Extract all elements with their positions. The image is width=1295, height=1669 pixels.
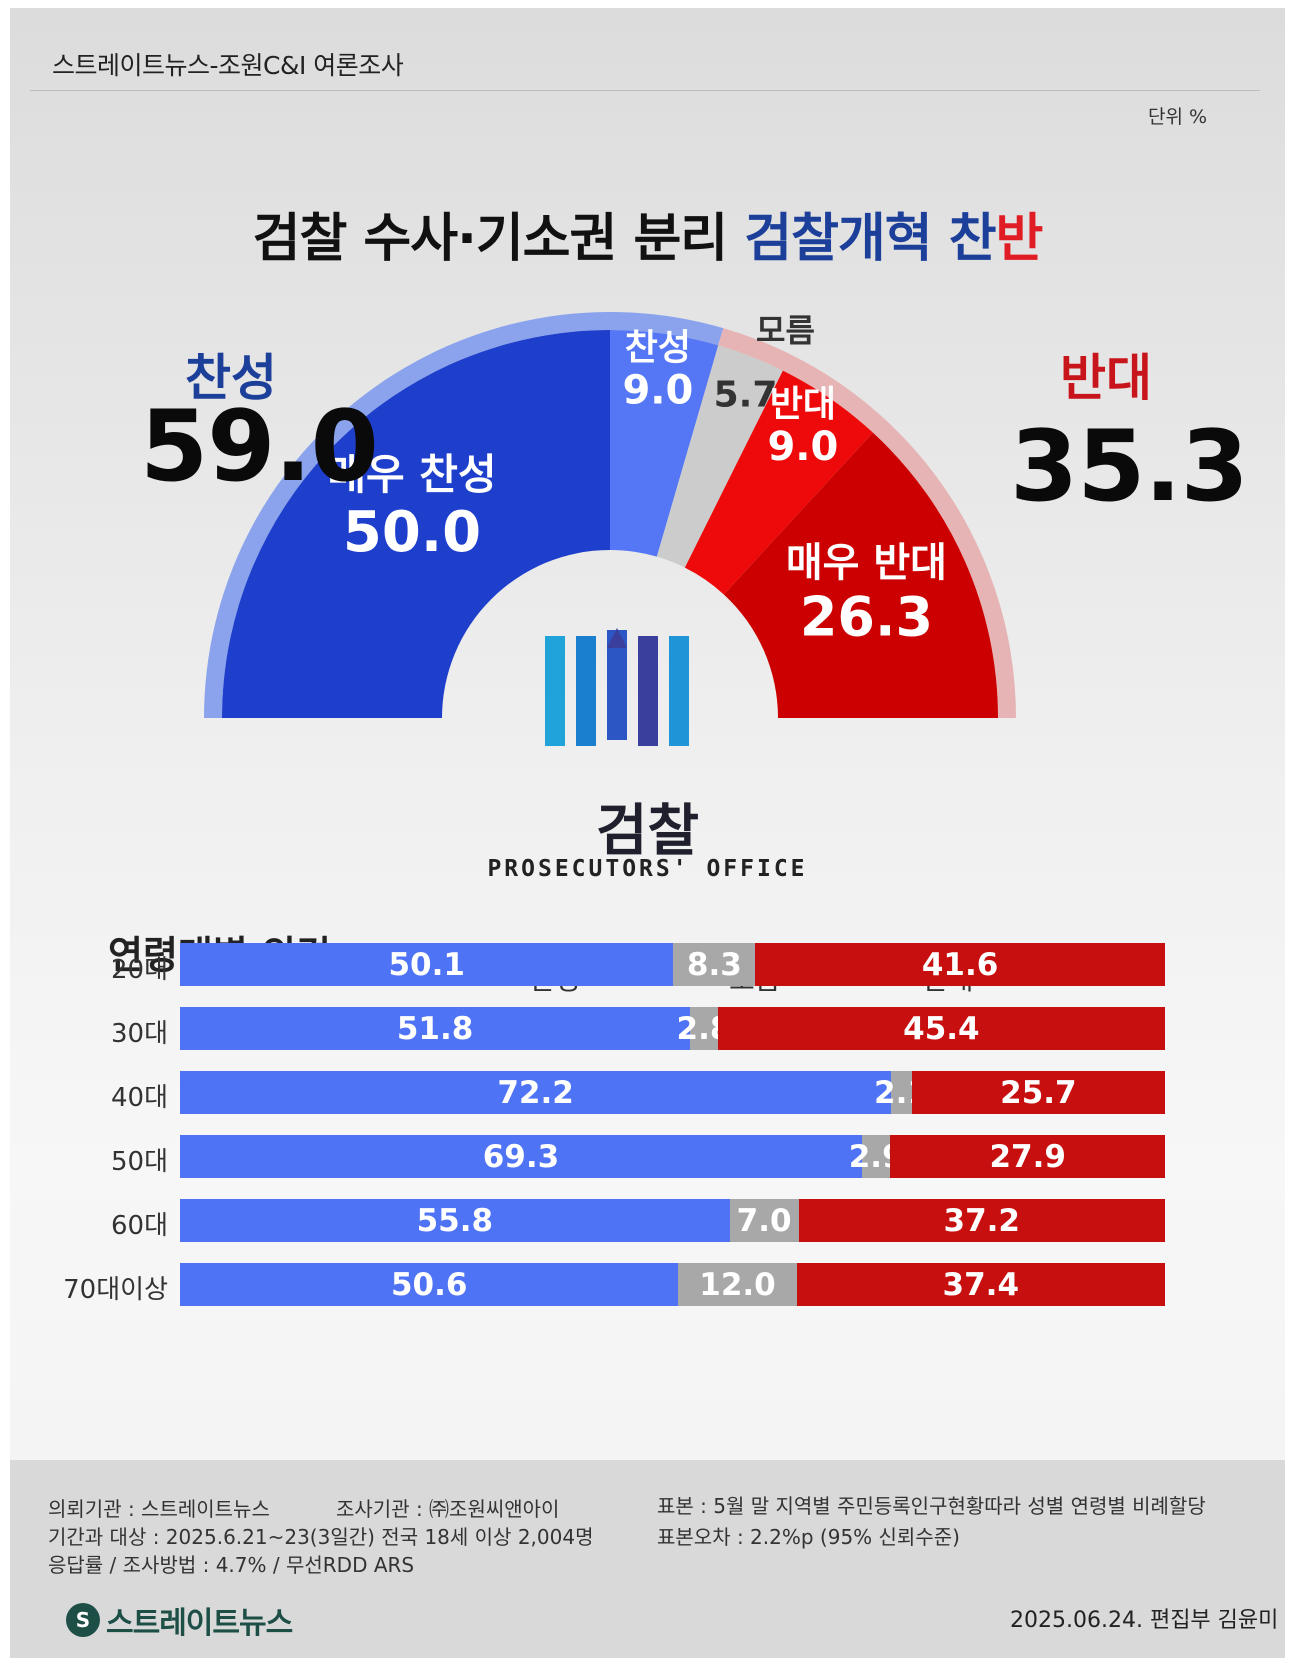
donut-slice-value: 9.0 (622, 367, 693, 413)
prosecutors-logo-english: PROSECUTORS' OFFICE (487, 856, 808, 882)
title-part2: 검찰개혁 찬 (744, 209, 996, 269)
donut-slice-4 (723, 432, 998, 718)
footer-error: 표본오차 : 2.2%p (95% 신뢰수준) (657, 1525, 960, 1549)
header-divider (30, 90, 1260, 91)
footer-sample: 표본 : 5월 말 지역별 주민등록인구현황따라 성별 연령별 비례할당 (657, 1494, 1206, 1518)
donut-slice-value: 9.0 (767, 424, 838, 470)
emblem-peak (607, 628, 627, 648)
donut-slice-1 (610, 330, 719, 557)
emblem-bar-2 (607, 630, 627, 740)
donut-slice-label: 반대 (770, 384, 836, 425)
title-part3: 반 (995, 209, 1044, 269)
age-row-label: 60대 (110, 1211, 168, 1241)
header-title: 스트레이트뉴스-조원C&I 여론조사 (52, 51, 404, 80)
age-bar-segment-for: 51.8 (180, 1007, 691, 1050)
donut-slice-label: 찬성 (625, 327, 691, 368)
age-bar-segment-unknown: 8.3 (673, 943, 756, 986)
age-bar-segment-unknown: 12.0 (678, 1263, 797, 1306)
age-bar-segment-against: 45.4 (717, 1007, 1165, 1050)
age-bar-segment-unknown: 2.9 (849, 1135, 904, 1178)
unit-label: 단위 % (1148, 106, 1208, 128)
age-bar-segment-unknown: 2.8 (677, 1007, 731, 1050)
age-row-label: 30대 (110, 1019, 168, 1049)
age-bar-row: 50.6 12.0 37.4 (180, 1263, 1165, 1306)
age-bar-segment-for: 72.2 (180, 1071, 892, 1114)
age-row-label: 20대 (110, 955, 168, 985)
footer-agency: 조사기관 : ㈜조원씨앤아이 (336, 1497, 560, 1521)
age-bar-segment-against: 27.9 (890, 1135, 1165, 1178)
main-title: 검찰 수사·기소권 분리 검찰개혁 찬반 (10, 196, 1285, 271)
age-bar-row: 72.2 2.1 25.7 (180, 1071, 1165, 1114)
emblem-bar-3 (638, 636, 658, 746)
brand-logo: S 스트레이트뉴스 (66, 1598, 293, 1642)
age-bar-row: 51.8 2.8 45.4 (180, 1007, 1165, 1050)
age-row-label: 70대이상 (63, 1275, 168, 1305)
total-against-value: 35.3 (1010, 410, 1249, 524)
emblem-bar-0 (545, 636, 565, 746)
total-for-value: 59.0 (140, 390, 379, 504)
donut-slice-0 (222, 330, 610, 718)
footer-response: 응답률 / 조사방법 : 4.7% / 무선RDD ARS (48, 1553, 415, 1577)
infographic-card: 스트레이트뉴스-조원C&I 여론조사 단위 % 검찰 수사·기소권 분리 검찰개… (10, 8, 1285, 1658)
title-part1: 검찰 수사·기소권 분리 (252, 209, 745, 269)
brand-name: 스트레이트뉴스 (106, 1606, 293, 1641)
credit-line: 2025.06.24. 편집부 김윤미 (1010, 1608, 1279, 1633)
age-bar-segment-for: 55.8 (180, 1199, 730, 1242)
donut-slice-value: 50.0 (343, 500, 481, 565)
total-for-label: 찬성 (185, 349, 277, 407)
age-bar-segment-against: 37.2 (798, 1199, 1165, 1242)
age-bar-segment-against: 41.6 (755, 943, 1165, 986)
age-bar-segment-for: 69.3 (180, 1135, 862, 1178)
age-bar-row: 69.3 2.9 27.9 (180, 1135, 1165, 1178)
donut-slice-label: 매우 찬성 (327, 450, 496, 499)
age-row-label: 40대 (110, 1083, 168, 1113)
emblem-bar-4 (669, 636, 689, 746)
donut-slice-2 (656, 345, 783, 568)
age-bar-segment-against: 37.4 (796, 1263, 1165, 1306)
age-bar-row: 50.1 8.3 41.6 (180, 943, 1165, 986)
donut-slice-3 (684, 370, 873, 595)
donut-slice-value: 26.3 (800, 585, 933, 648)
age-row-label: 50대 (110, 1147, 168, 1177)
emblem-bar-1 (576, 636, 596, 746)
brand-s-icon: S (66, 1603, 100, 1637)
age-bar-row: 55.8 7.0 37.2 (180, 1199, 1165, 1242)
donut-slice-label: 매우 반대 (786, 540, 947, 586)
prosecutors-logo-korean: 검찰 (595, 799, 700, 864)
age-bar-segment-unknown: 7.0 (729, 1199, 799, 1242)
age-bar-segment-against: 25.7 (911, 1071, 1165, 1114)
total-against-label: 반대 (1060, 349, 1152, 407)
footer-panel (10, 1460, 1285, 1658)
footer-period: 기간과 대상 : 2025.6.21~23(3일간) 전국 18세 이상 2,0… (48, 1525, 594, 1549)
total-against-ring (718, 328, 1016, 718)
age-bar-segment-for: 50.6 (180, 1263, 679, 1306)
age-bar-segment-unknown: 2.1 (874, 1071, 929, 1114)
footer-client: 의뢰기관 : 스트레이트뉴스 (48, 1497, 270, 1521)
age-bar-segment-for: 50.1 (180, 943, 674, 986)
donut-slice-label: 모름 (756, 312, 815, 350)
